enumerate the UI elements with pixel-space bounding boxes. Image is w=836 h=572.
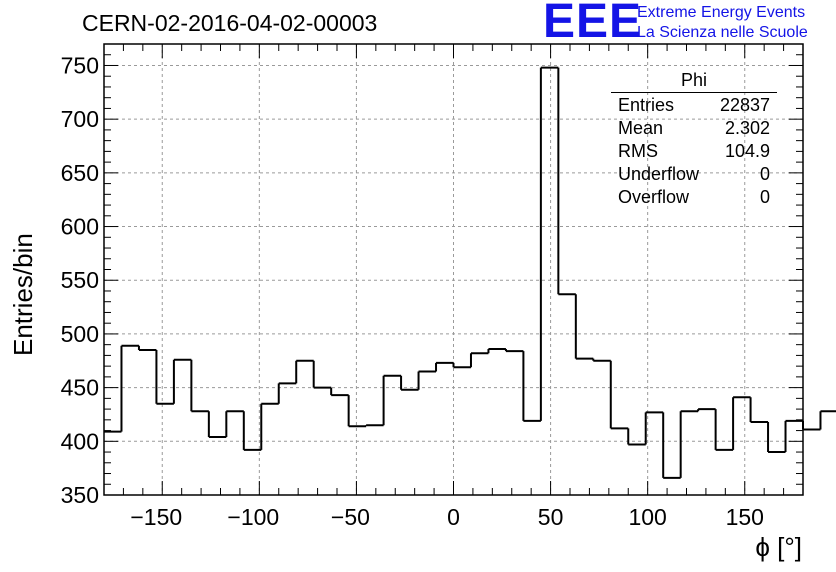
y-tick-label: 700 (61, 106, 99, 132)
histogram-bin (522, 351, 541, 422)
histogram-bin (365, 424, 384, 427)
histogram-bin (749, 397, 769, 423)
histogram-bin (609, 360, 629, 430)
x-tick-label: −150 (130, 504, 182, 530)
y-tick-label: 450 (61, 375, 99, 401)
histogram-bin (802, 420, 821, 431)
histogram-bin (627, 428, 646, 446)
histogram-bin (557, 67, 576, 296)
logo-line-1: Extreme Energy Events (637, 4, 806, 21)
x-tick-label: −50 (331, 504, 370, 530)
histogram-bin (137, 345, 157, 352)
histogram-bin (662, 412, 681, 479)
stats-row: Mean 2.302 (611, 117, 777, 140)
stats-value: 22837 (719, 95, 770, 115)
stats-value: 104.9 (724, 141, 770, 161)
stats-value: 0 (759, 187, 770, 207)
histogram-bin (679, 410, 699, 478)
stats-label: Mean (618, 118, 664, 138)
eee-logo: EEE (543, 0, 643, 48)
y-axis-label: Entries/bin (8, 233, 38, 356)
stats-value: 2.302 (724, 118, 770, 138)
x-tick-label: 100 (628, 504, 666, 530)
x-axis-label: ϕ [°] (755, 532, 802, 562)
stats-label: Overflow (618, 187, 690, 207)
stats-value: 0 (759, 164, 770, 184)
histogram-bin (312, 360, 332, 389)
histogram-bin (242, 411, 262, 451)
histogram-bin (295, 359, 314, 384)
stats-row: RMS 104.9 (611, 140, 777, 163)
histogram-bin (155, 350, 174, 405)
histogram-bin (452, 362, 471, 369)
histogram-bin (225, 410, 244, 438)
stats-row: Overflow 0 (611, 186, 777, 209)
x-tick-label: −100 (227, 504, 279, 530)
x-tick-label: 150 (726, 504, 764, 530)
histogram-bin (574, 294, 594, 360)
stats-label: Underflow (618, 164, 700, 184)
y-tick-label: 650 (61, 160, 99, 186)
y-tick-label: 500 (61, 321, 99, 347)
histogram-bin (732, 396, 751, 450)
histogram-bin (644, 411, 664, 445)
histogram-bin (767, 421, 786, 454)
histogram-bin (190, 359, 209, 413)
stats-row: Underflow 0 (611, 163, 777, 186)
histogram-bin (382, 374, 402, 426)
histogram-bin (260, 402, 279, 450)
stats-box: Phi Entries 22837 Mean 2.302 RMS 104.9 U… (611, 70, 777, 209)
histogram-bin (435, 361, 454, 372)
stats-row: Entries 22837 (611, 94, 777, 117)
histogram-bin (819, 410, 836, 430)
histogram-bin (697, 408, 716, 412)
y-tick-label: 350 (61, 482, 99, 508)
histogram-bin (120, 344, 139, 432)
stats-label: Entries (618, 95, 675, 115)
x-tick-label: 50 (538, 504, 564, 530)
histogram-bin (487, 347, 506, 354)
histogram-bin (207, 411, 227, 439)
histogram-bin (277, 382, 297, 404)
histogram-bin (592, 358, 611, 362)
histogram-bin (504, 348, 524, 353)
histogram-bin (400, 375, 419, 391)
histogram-bin (784, 419, 803, 453)
y-tick-label: 750 (61, 52, 99, 78)
histogram-bin (172, 358, 192, 404)
histogram-bin (469, 352, 489, 368)
histogram-bin (417, 370, 437, 390)
x-tick-label: 0 (447, 504, 460, 530)
y-tick-label: 550 (61, 267, 99, 293)
logo-line-2: La Scienza nelle Scuole (637, 24, 808, 41)
chart-title: CERN-02-2016-04-02-00003 (82, 10, 378, 36)
histogram-bin (539, 66, 559, 421)
y-tick-label: 600 (61, 214, 99, 240)
stats-title: Phi (611, 70, 777, 93)
y-tick-label: 400 (61, 428, 99, 454)
histogram-bin (330, 387, 349, 397)
stats-label: RMS (618, 141, 658, 161)
histogram-bin (347, 395, 367, 428)
histogram-bin (714, 409, 734, 451)
